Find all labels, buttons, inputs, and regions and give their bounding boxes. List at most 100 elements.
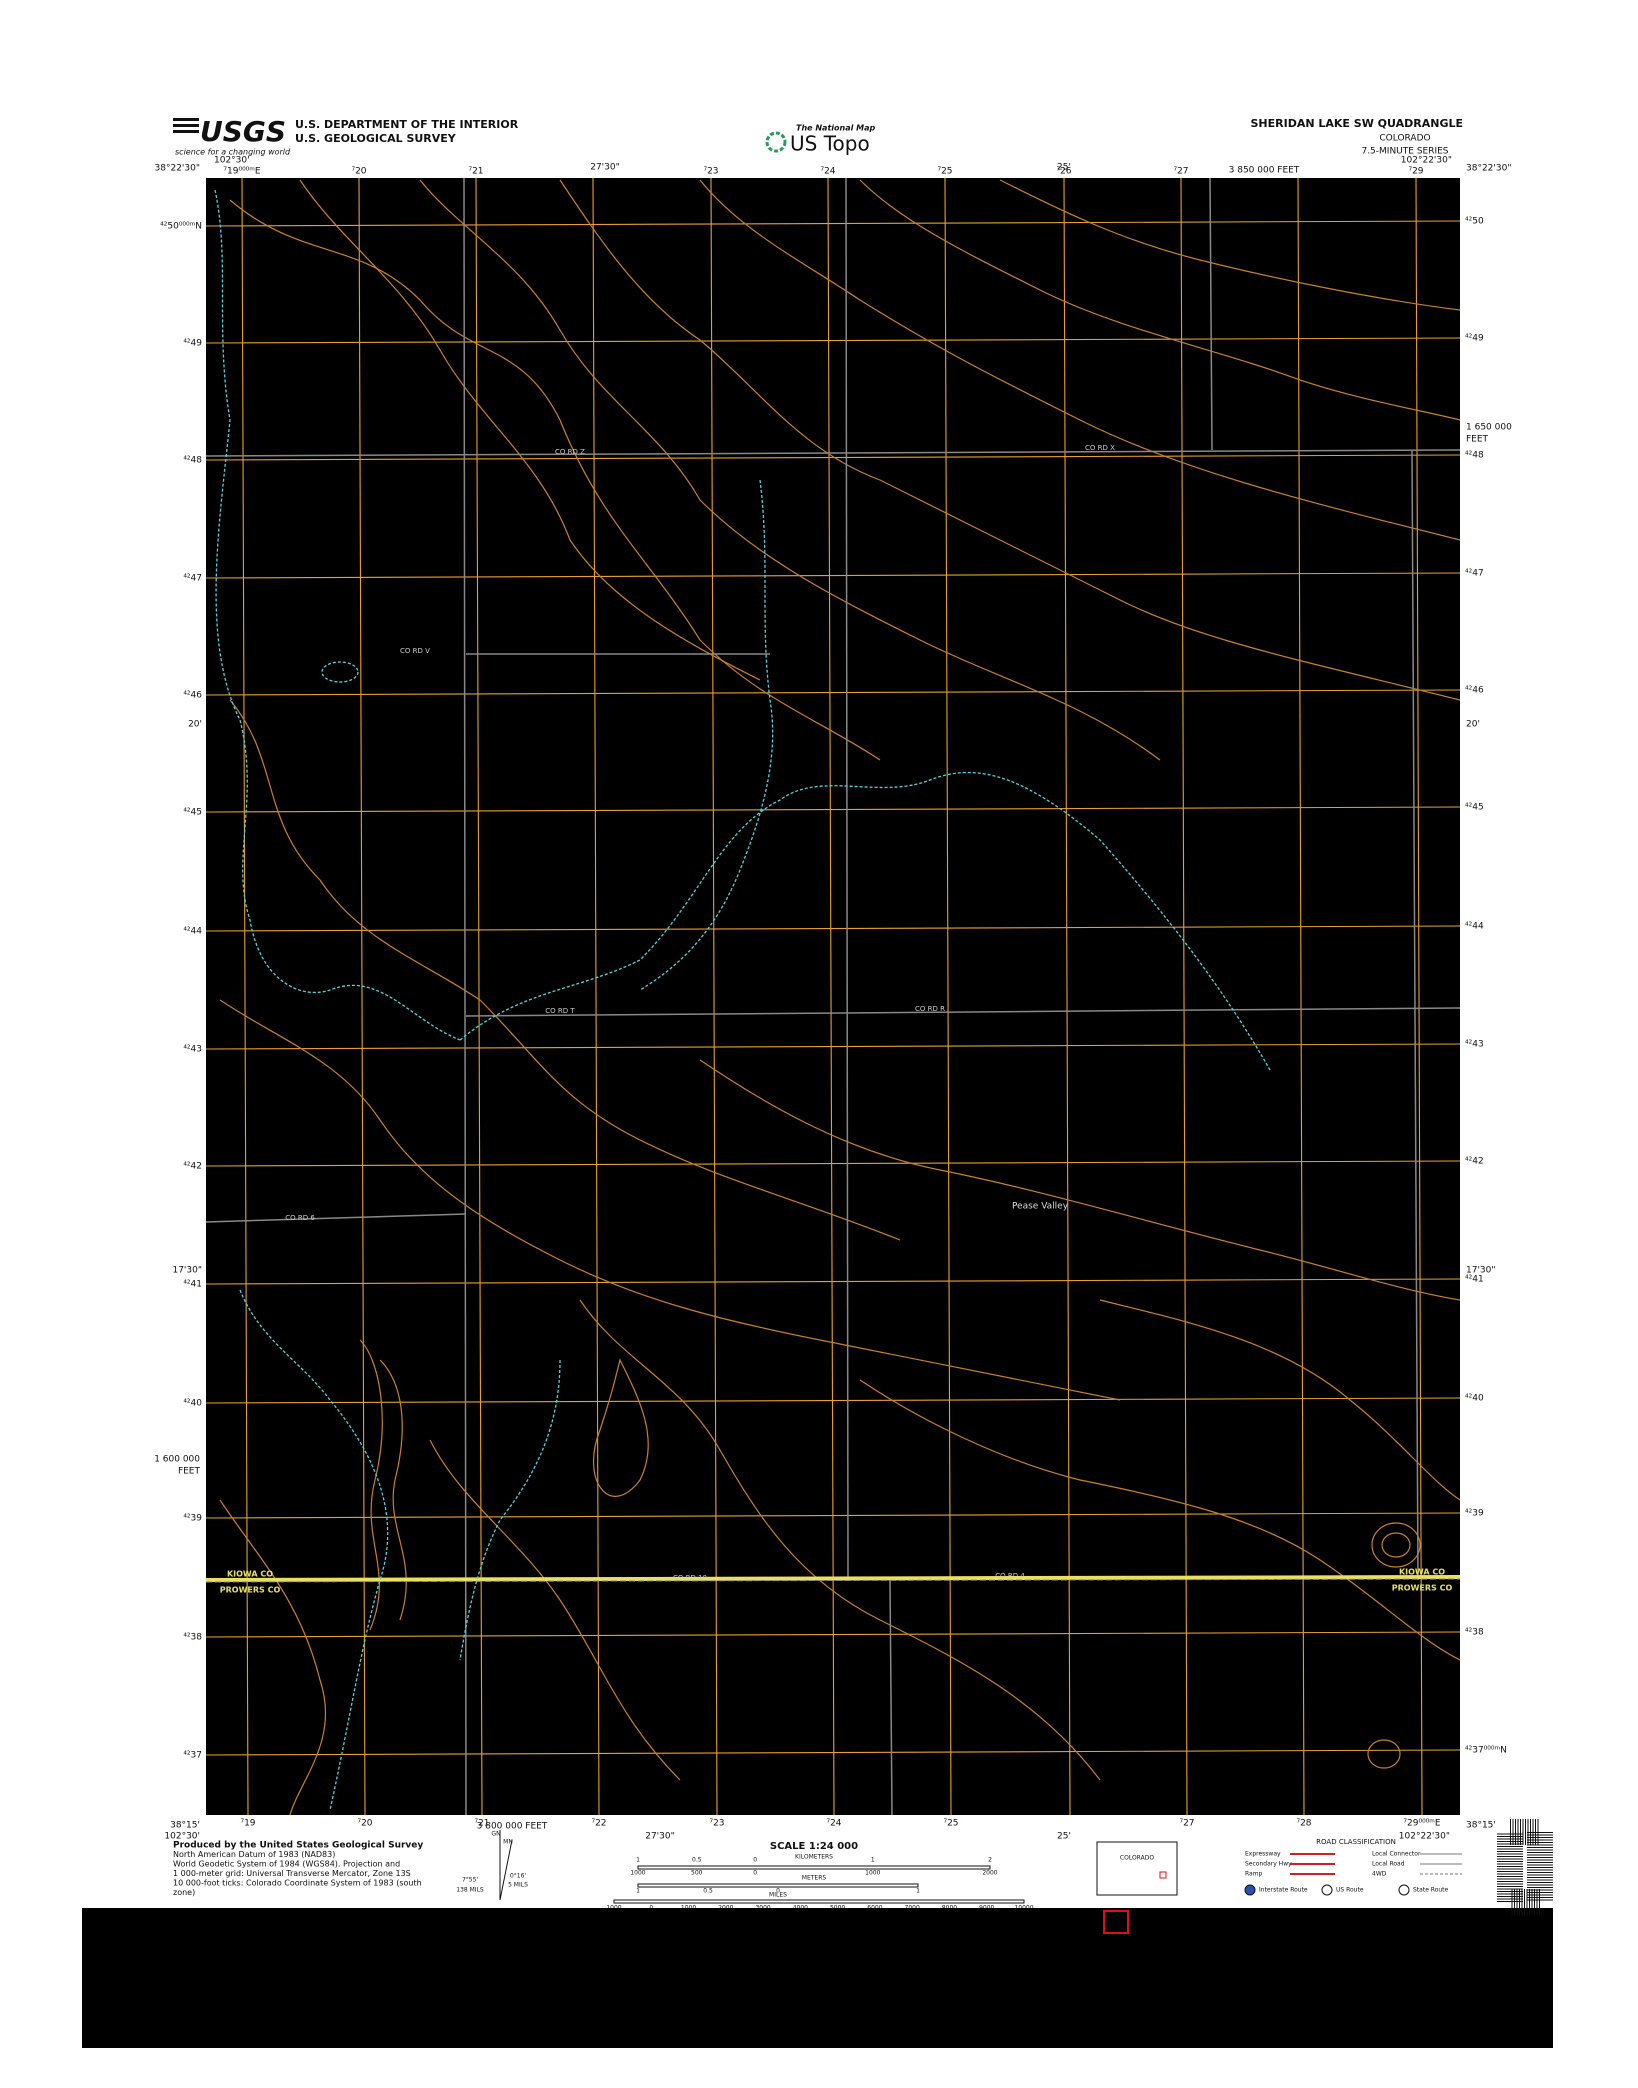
label: Produced by the United States Geological… <box>173 1841 423 1851</box>
logo-text: USGS <box>200 115 286 148</box>
grid-line <box>205 1278 1461 1285</box>
route-shield <box>1321 1884 1333 1896</box>
label: ⁴²46 <box>1465 686 1484 696</box>
label: ⁴²40 <box>183 1399 202 1409</box>
label: ⁷25 <box>943 1819 958 1829</box>
label: 20' <box>1466 720 1480 730</box>
grid-line <box>205 1160 1461 1167</box>
usgs-logo: USGS science for a changing world <box>173 115 291 157</box>
label: CO RD Z <box>555 448 585 456</box>
label: 0.5 <box>692 1857 702 1864</box>
label: 2000 <box>982 1870 997 1877</box>
grid-line <box>1063 177 1071 1816</box>
label: CO RD 6 <box>285 1214 315 1222</box>
grid-line <box>205 572 1461 579</box>
label: ⁴²45 <box>1465 803 1484 813</box>
map-labels: CO RD Z CO RD X CO RD V CO RD T CO RD R CO RD… <box>220 444 1453 1595</box>
label: Ramp <box>1245 1871 1263 1878</box>
label: 500 <box>691 1870 703 1877</box>
label: 3 850 000 FEET <box>1229 166 1300 176</box>
grid-line <box>205 1631 1461 1638</box>
label: SCALE 1:24 000 <box>770 1841 858 1852</box>
label: 38°22'30" <box>1466 164 1511 174</box>
label: ⁷19⁰⁰⁰ᵐE <box>223 167 260 177</box>
label: ⁴²50 <box>1465 217 1484 227</box>
grid-line <box>205 806 1461 813</box>
label: North American Datum of 1983 (NAD83) <box>173 1850 335 1859</box>
grid-line <box>205 337 1461 344</box>
label: ⁴²46 <box>183 691 202 701</box>
label: ⁷19 <box>240 1819 255 1829</box>
label: ⁴²38 <box>1465 1628 1484 1638</box>
label: 7°55' <box>462 1877 478 1884</box>
logo-tagline: science for a changing world <box>175 148 291 157</box>
label: ⁴²41 <box>1465 1275 1484 1285</box>
label: US Route <box>1336 1887 1364 1894</box>
label: 25' <box>1057 1832 1071 1842</box>
label: 38°15' <box>1466 1821 1496 1831</box>
label: 102°30' <box>214 156 250 166</box>
label: 1 650 000 <box>1466 423 1512 433</box>
red-marker <box>1103 1910 1129 1934</box>
label: ⁴²48 <box>183 456 202 466</box>
label: ⁷29 <box>1408 167 1423 177</box>
grid-line <box>205 1397 1461 1404</box>
label: 20' <box>188 720 202 730</box>
grid-line <box>205 220 1461 227</box>
utm-grid <box>205 177 1461 1816</box>
label: ⁴²43 <box>1465 1040 1484 1050</box>
label: CO RD R <box>915 1005 945 1013</box>
grid-line <box>944 177 952 1816</box>
label: ⁴²50⁰⁰⁰ᵐN <box>160 222 202 232</box>
route-shield <box>1244 1884 1256 1896</box>
label: 1000 <box>865 1870 880 1877</box>
state-name: COLORADO <box>1379 134 1430 144</box>
label: 27'30" <box>645 1832 675 1842</box>
grid-line <box>205 925 1461 932</box>
grid-line <box>827 177 835 1816</box>
grid-line <box>205 454 1461 461</box>
label: PROWERS CO <box>220 1586 281 1595</box>
label: METERS <box>802 1875 827 1882</box>
state-locator-box <box>1096 1841 1178 1896</box>
label: GN <box>491 1831 500 1838</box>
label: ROAD CLASSIFICATION <box>1316 1838 1396 1846</box>
grid-line <box>205 1512 1461 1519</box>
label: PROWERS CO <box>1392 1584 1453 1593</box>
grid-line <box>205 689 1461 696</box>
label: ⁷23 <box>709 1819 724 1829</box>
label: 1 000-meter grid: Universal Transverse M… <box>173 1869 411 1878</box>
series-name: 7.5-MINUTE SERIES <box>1361 147 1448 157</box>
label: 102°22'30" <box>1399 1832 1450 1842</box>
label: ⁷22 <box>591 1819 606 1829</box>
label: ⁷20 <box>357 1819 372 1829</box>
barcode <box>1497 1819 1553 1915</box>
label: 102°30' <box>164 1832 200 1842</box>
label: 0 <box>753 1857 757 1864</box>
agency-line: U.S. GEOLOGICAL SURVEY <box>295 132 457 145</box>
label: ⁷27 <box>1173 167 1188 177</box>
us-topo-logo: The National Map US Topo <box>765 124 876 156</box>
label: ⁴²41 <box>183 1280 202 1290</box>
label: ⁴²45 <box>183 808 202 818</box>
route-shield <box>1398 1884 1410 1896</box>
label: CO RD X <box>1085 444 1115 452</box>
label: ⁷27 <box>1179 1819 1194 1829</box>
label: ⁷25 <box>937 167 952 177</box>
label: 1000 <box>630 1870 645 1877</box>
label: 17'30" <box>172 1266 202 1276</box>
label: 2 <box>988 1857 992 1864</box>
label: FEET <box>1466 435 1489 445</box>
label: CO RD T <box>545 1007 575 1015</box>
label: 3 800 000 FEET <box>477 1822 548 1832</box>
label: 4WD <box>1372 1871 1387 1878</box>
label: zone) <box>173 1888 195 1897</box>
label: World Geodetic System of 1984 (WGS84). P… <box>173 1860 400 1869</box>
label: 102°22'30" <box>1401 156 1452 166</box>
agency-line: U.S. DEPARTMENT OF THE INTERIOR <box>295 118 519 131</box>
label: ⁴²42 <box>183 1162 202 1172</box>
label: 1 <box>636 1857 640 1864</box>
scale-bars <box>613 1865 1025 1904</box>
label: ⁷26 <box>1056 167 1071 177</box>
